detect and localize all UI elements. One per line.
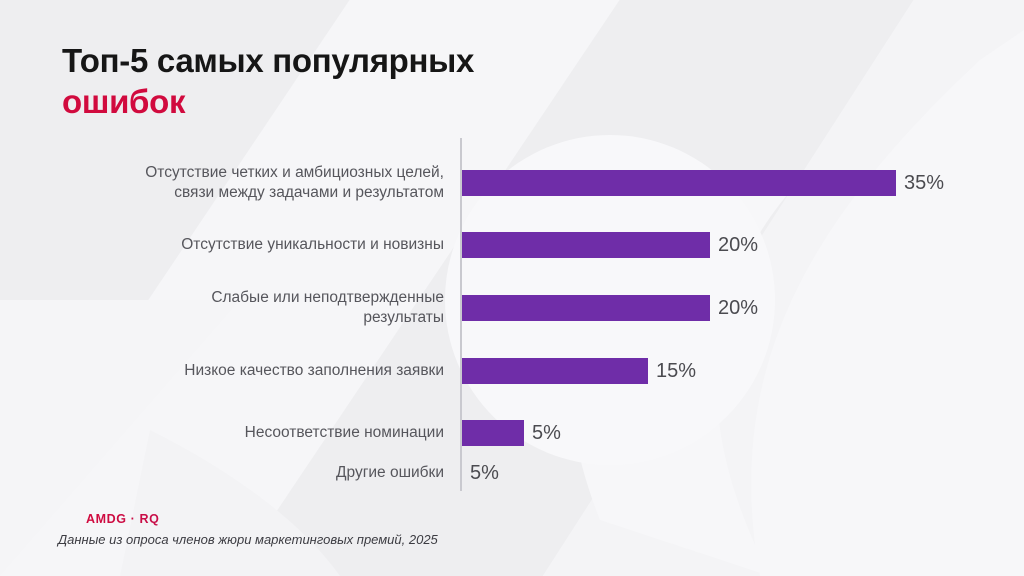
chart-row: Другие ошибки 5% bbox=[0, 460, 1024, 486]
bar-value-label: 20% bbox=[718, 297, 759, 319]
bar-category-label: Отсутствие четких и амбициозных целей, с… bbox=[145, 164, 444, 201]
bar-segment bbox=[462, 420, 524, 446]
bar-segment bbox=[462, 232, 710, 258]
chart-row: Низкое качество заполнения заявки 15% bbox=[0, 358, 1024, 384]
chart-axis-line bbox=[460, 138, 462, 491]
bar-category-label: Отсутствие уникальности и новизны bbox=[181, 236, 444, 253]
bar-value-label: 35% bbox=[904, 172, 945, 194]
brand-logo: AMDG · RQ bbox=[86, 512, 438, 526]
bar-category-label: Низкое качество заполнения заявки bbox=[184, 362, 444, 379]
chart-row: Слабые или неподтвержденные результаты 20… bbox=[0, 289, 1024, 326]
bar-segment bbox=[462, 295, 710, 321]
bar-segment bbox=[462, 170, 896, 196]
bar-value-label: 5% bbox=[470, 462, 499, 484]
chart-row: Отсутствие четких и амбициозных целей, с… bbox=[0, 164, 1024, 201]
chart-row: Несоответствие номинации 5% bbox=[0, 420, 1024, 446]
footer: AMDG · RQ Данные из опроса членов жюри м… bbox=[58, 512, 438, 547]
bar-category-label: Несоответствие номинации bbox=[244, 424, 444, 441]
bar-value-label: 15% bbox=[656, 360, 697, 382]
bar-category-label: Слабые или неподтвержденные результаты bbox=[211, 289, 444, 326]
chart-row: Отсутствие уникальности и новизны 20% bbox=[0, 232, 1024, 258]
bar-value-label: 20% bbox=[718, 234, 759, 256]
bar-value-label: 5% bbox=[532, 422, 561, 444]
page-title: Топ-5 самых популярных ошибок bbox=[62, 44, 474, 118]
title-line-accent: ошибок bbox=[62, 83, 186, 120]
bar-segment bbox=[462, 358, 648, 384]
bar-category-label: Другие ошибки bbox=[336, 464, 444, 481]
title-line-primary: Топ-5 самых популярных bbox=[62, 42, 475, 79]
footer-caption: Данные из опроса членов жюри маркетингов… bbox=[58, 532, 438, 547]
